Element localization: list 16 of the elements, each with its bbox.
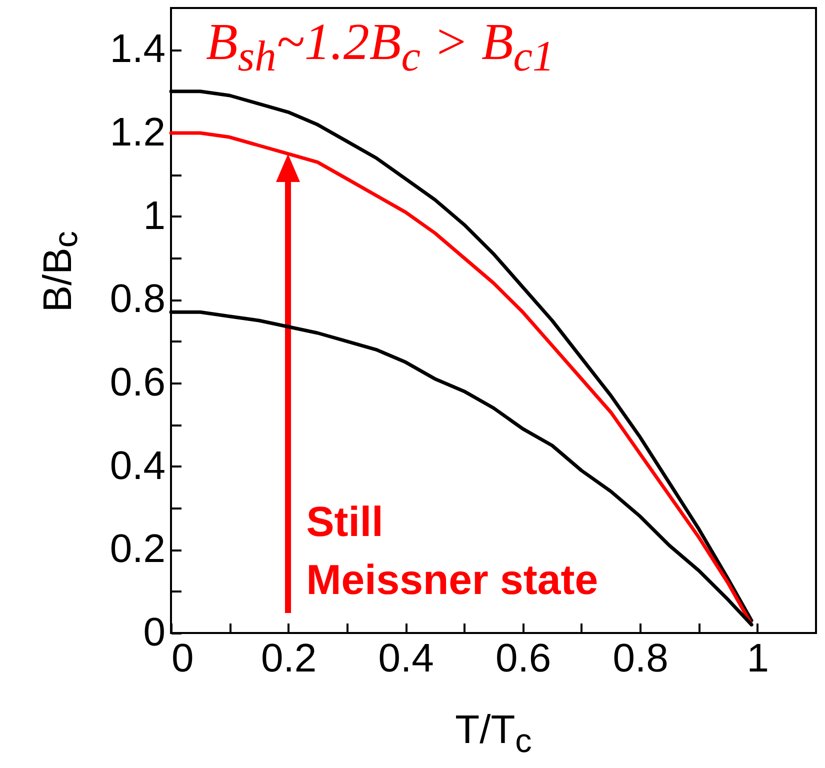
x-tick-label: 0 xyxy=(172,636,194,680)
y-tick-label: 1.4 xyxy=(110,27,166,72)
y-tick-label: 0.2 xyxy=(110,527,166,572)
x-tick-label: 0.6 xyxy=(496,636,552,680)
y-tick-label: 0.4 xyxy=(110,444,166,488)
y-tick-label: 0.6 xyxy=(110,360,166,404)
x-tick-label: 0.8 xyxy=(612,636,668,680)
y-tick-label: 1.2 xyxy=(110,110,166,154)
y-tick-label: 0.8 xyxy=(110,277,166,322)
y-tick-label: 1 xyxy=(143,194,166,238)
x-tick-label: 0.4 xyxy=(378,636,434,680)
x-axis-title: T/T$_{c}$ xyxy=(454,708,533,761)
annotation: B$_{sh}$~1.2B$_{c}$ > B$_{c1}$ xyxy=(206,13,554,82)
x-tick-label: 0.2 xyxy=(260,636,317,680)
annotation: Still Meissner state xyxy=(306,497,598,605)
x-tick-label: 1 xyxy=(746,636,769,680)
